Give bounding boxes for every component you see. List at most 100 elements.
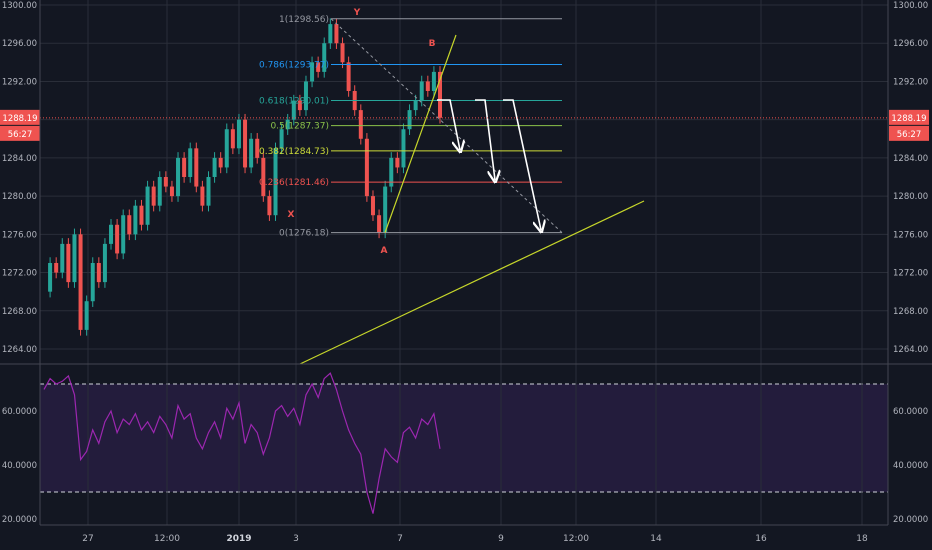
candle-body <box>151 186 156 206</box>
candle-body <box>48 263 53 292</box>
rsi-tick-left: 60.0000 <box>2 407 37 417</box>
candle-body <box>139 205 144 225</box>
candle-body <box>377 215 382 233</box>
price-tick-left: 1264.00 <box>2 345 37 355</box>
price-tick-right: 1272.00 <box>893 269 928 279</box>
wave-label-a: A <box>381 246 388 256</box>
candle-body <box>419 81 424 101</box>
candle-body <box>285 119 290 130</box>
fib-level-label: 0(1276.18) <box>279 229 329 239</box>
time-tick: 18 <box>856 534 868 544</box>
time-tick: 7 <box>397 534 403 544</box>
candle-body <box>249 138 254 168</box>
candle-body <box>438 71 442 118</box>
candle-body <box>60 243 65 273</box>
price-tick-left: 1272.00 <box>2 269 37 279</box>
candle-body <box>358 110 363 139</box>
candle-body <box>54 263 59 273</box>
price-tick-left: 1300.00 <box>2 1 37 11</box>
candle-body <box>340 43 345 63</box>
projection-arrow[interactable] <box>503 99 541 230</box>
price-tick-left: 1276.00 <box>2 230 37 240</box>
price-tick-right: 1268.00 <box>893 307 928 317</box>
support-trendline[interactable] <box>299 200 645 365</box>
wave-label-y: Y <box>353 8 361 18</box>
candle-body <box>297 100 302 111</box>
candle-body <box>383 186 388 233</box>
fib-level-label: 0.382(1284.73) <box>259 147 329 157</box>
rsi-series <box>43 372 441 514</box>
candle-body <box>182 157 187 177</box>
time-tick: 14 <box>650 534 662 544</box>
candle-body <box>218 157 223 168</box>
candle-body <box>407 110 412 130</box>
candle-body <box>370 196 375 216</box>
wave-label-x: X <box>288 210 295 220</box>
breakout-trendline[interactable] <box>384 34 457 233</box>
time-tick: 12:00 <box>563 534 589 544</box>
candle-body <box>328 24 333 44</box>
price-tick-left: 1268.00 <box>2 307 37 317</box>
candle-body <box>145 186 150 225</box>
candle-body <box>230 129 235 149</box>
price-tick-left: 1280.00 <box>2 192 37 202</box>
candle-body <box>224 129 229 168</box>
price-tick-right: 1264.00 <box>893 345 928 355</box>
fib-level-label: 0.5(1287.37) <box>270 122 329 132</box>
candle-body <box>109 224 114 244</box>
candle-body <box>212 157 217 177</box>
time-axis: 27 12:00 2019 3 7 9 12:00 14 16 18 <box>82 534 868 544</box>
candlestick-series <box>48 18 442 336</box>
candle-body <box>425 81 430 91</box>
candle-body <box>96 263 101 283</box>
countdown-tag-left <box>0 125 40 141</box>
candle-body <box>200 186 205 206</box>
time-tick: 16 <box>755 534 767 544</box>
fib-trend-line[interactable] <box>330 18 563 233</box>
price-tick-left: 1296.00 <box>2 39 37 49</box>
fib-level-label: 0.236(1281.46) <box>259 178 329 188</box>
drawing-layer[interactable] <box>299 34 645 365</box>
candle-body <box>72 234 77 283</box>
candle-body <box>413 100 418 111</box>
candle-body <box>115 224 120 254</box>
price-tick-right: 1300.00 <box>893 1 928 11</box>
candle-body <box>90 263 95 302</box>
rsi-band <box>40 384 888 492</box>
candle-body <box>133 205 138 235</box>
current-price-tag-right <box>889 109 929 125</box>
candle-body <box>395 157 400 168</box>
candle-body <box>303 81 308 111</box>
time-tick: 3 <box>293 534 299 544</box>
candle-body <box>84 301 89 330</box>
grid-lines <box>40 0 888 525</box>
projection-arrow[interactable] <box>437 99 460 150</box>
price-tick-right: 1276.00 <box>893 230 928 240</box>
rsi-tick-right: 40.0000 <box>893 461 928 471</box>
candle-body <box>261 157 266 197</box>
candle-body <box>127 215 132 235</box>
candle-body <box>346 62 351 91</box>
price-tick-right: 1292.00 <box>893 77 928 87</box>
candle-body <box>176 157 181 197</box>
candle-body <box>169 186 174 197</box>
countdown-label-left: 56:27 <box>8 130 33 140</box>
current-price-label-right: 1288.19 <box>891 114 926 124</box>
rsi-tick-left: 40.0000 <box>2 461 37 471</box>
candle-body <box>267 196 272 216</box>
candle-body <box>188 148 193 177</box>
projection-arrow[interactable] <box>475 99 495 180</box>
candle-body <box>279 129 284 149</box>
candle-body <box>431 71 436 91</box>
candle-body <box>401 129 406 168</box>
price-tags: 1288.19 56:27 1288.19 56:27 <box>0 109 929 141</box>
rsi-tick-right: 60.0000 <box>893 407 928 417</box>
rsi-tick-left: 20.0000 <box>2 515 37 525</box>
price-tick-left: 1284.00 <box>2 154 37 164</box>
price-tick-right: 1284.00 <box>893 154 928 164</box>
candle-body <box>255 138 260 158</box>
candle-body <box>78 234 83 330</box>
wave-label-b: B <box>429 39 436 49</box>
time-tick: 9 <box>498 534 504 544</box>
